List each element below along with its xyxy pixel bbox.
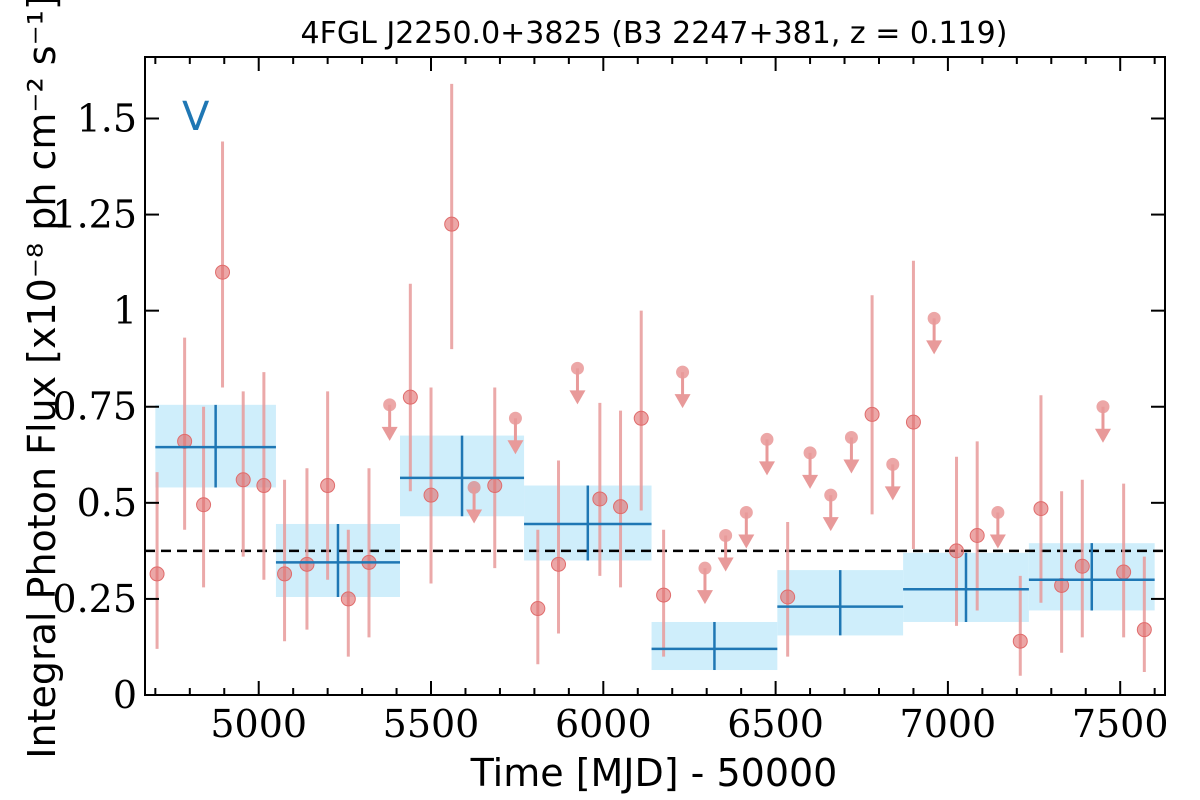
upper-limit-arrow <box>989 534 1006 549</box>
y-tick-label: 0.75 <box>52 385 137 429</box>
y-tick-label: 1.5 <box>77 96 137 140</box>
y-tick-label: 1 <box>113 289 137 333</box>
upper-limit-arrow <box>884 486 901 501</box>
x-tick-label: 7000 <box>900 702 997 746</box>
flux-point <box>1116 564 1132 580</box>
x-tick-label: 5500 <box>383 702 480 746</box>
flux-point <box>1033 501 1049 517</box>
y-tick-label: 0 <box>113 673 137 717</box>
flux-point <box>949 543 965 559</box>
flux-point <box>551 556 567 572</box>
upper-limit-arrow <box>802 474 819 489</box>
y-tick-label: 0.25 <box>52 577 137 621</box>
upper-limit-arrow <box>717 557 734 572</box>
flux-point <box>149 566 165 582</box>
flux-point <box>256 478 272 494</box>
upper-limit-arrow <box>674 394 691 409</box>
flux-point <box>530 601 546 617</box>
y-tick-label: 1.25 <box>52 193 137 237</box>
x-tick-label: 6000 <box>555 702 652 746</box>
flux-point <box>1012 633 1028 649</box>
flux-point <box>299 556 315 572</box>
flux-point <box>633 410 649 426</box>
upper-limit-arrow <box>1094 428 1111 443</box>
x-tick-label: 7500 <box>1072 702 1169 746</box>
upper-limit-arrow <box>466 509 483 524</box>
upper-limit-arrow <box>569 390 586 405</box>
axes: 5000 5500 6000 6500 7000 7500 0 0.25 0.5 0.75 1 1.2… <box>52 56 1169 746</box>
upper-limit-arrow <box>843 459 860 474</box>
flux-point <box>423 487 439 503</box>
y-axis-label: Integral Photon Flux [x10⁻⁸ ph cm⁻² s⁻¹] <box>20 0 64 759</box>
flux-point <box>487 478 503 494</box>
chart-title: 4FGL J2250.0+3825 (B3 2247+381, z = 0.11… <box>301 16 1008 51</box>
flux-point <box>613 499 629 515</box>
upper-limit-arrow <box>507 440 524 455</box>
flux-point <box>969 528 985 543</box>
flux-point <box>402 389 418 405</box>
flux-point <box>277 566 293 582</box>
flux-point <box>196 497 212 513</box>
flux-point <box>780 589 796 605</box>
flux-point <box>444 216 460 232</box>
flux-point <box>592 491 608 507</box>
flux-point <box>864 406 880 422</box>
upper-limit-arrow <box>822 517 839 532</box>
x-axis-label: Time [MJD] - 50000 <box>470 751 838 795</box>
flux-point <box>320 478 336 494</box>
upper-limit-arrow <box>381 426 398 441</box>
plot-frame <box>144 56 1166 696</box>
flux-point <box>656 587 672 603</box>
flux-point <box>340 591 356 607</box>
plot-area <box>145 83 1165 676</box>
flux-point <box>905 414 921 430</box>
flux-point <box>235 472 251 488</box>
flux-point <box>1074 558 1090 574</box>
upper-limit-arrow <box>738 534 755 549</box>
flux-point <box>215 264 231 280</box>
flux-point <box>1136 622 1152 638</box>
panel-label: V <box>182 94 210 140</box>
upper-limit-arrow <box>926 340 943 355</box>
x-tick-label: 6500 <box>727 702 824 746</box>
upper-limit-arrow <box>758 461 775 476</box>
x-tick-label: 5000 <box>210 702 307 746</box>
y-tick-label: 0.5 <box>77 481 137 525</box>
upper-limit-arrow <box>696 590 713 605</box>
